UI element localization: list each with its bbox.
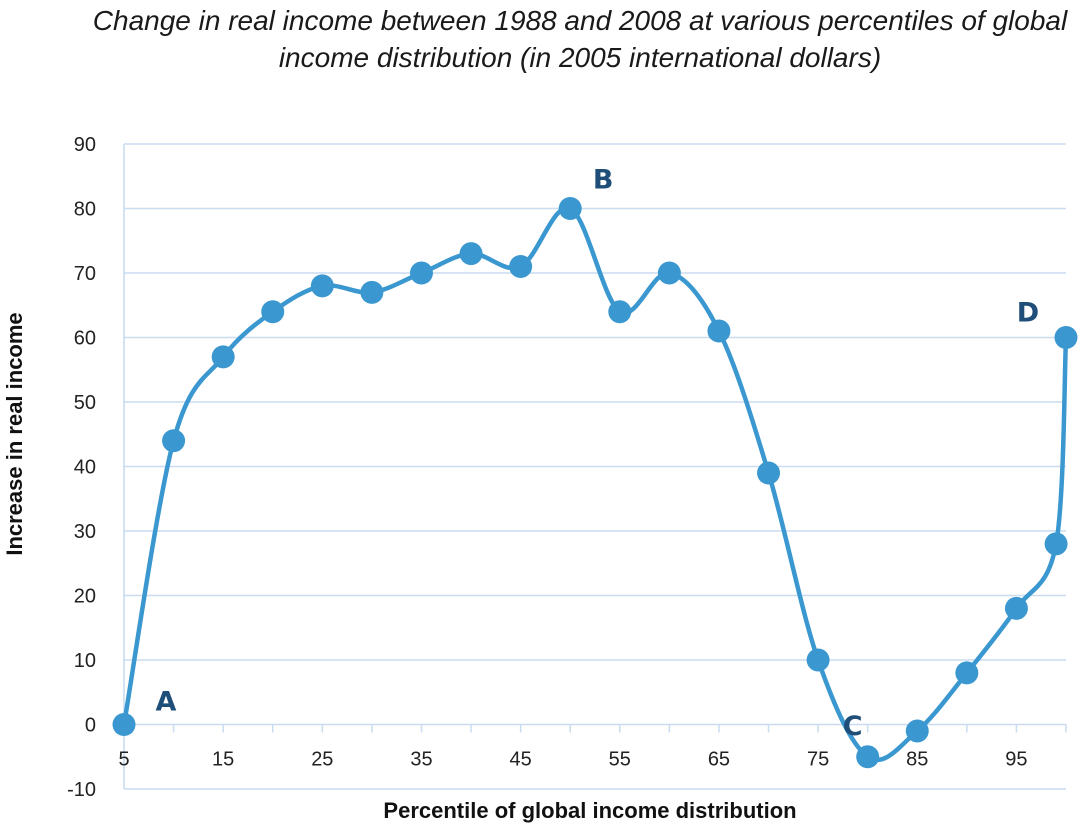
data-point [509, 255, 533, 279]
data-markers [112, 197, 1078, 769]
data-point [558, 197, 582, 220]
data-point [459, 242, 483, 266]
y-tick-label: 90 [74, 134, 96, 156]
x-tick-label: 15 [212, 749, 234, 771]
data-point [905, 719, 929, 743]
x-tick-labels: 5 15 25 35 45 55 65 75 85 95 [118, 749, 1027, 771]
data-point [955, 661, 979, 685]
annotation-c: C [843, 711, 863, 742]
y-tick-label: 60 [74, 328, 96, 350]
y-tick-label: 50 [74, 392, 96, 414]
series-line [121, 205, 1069, 763]
data-point [806, 648, 830, 672]
data-point [657, 261, 681, 285]
x-axis-title: Percentile of global income distribution [383, 798, 796, 823]
y-tick-label: 40 [74, 457, 96, 479]
x-tick-label: 65 [708, 749, 730, 771]
data-point [707, 319, 731, 343]
annotation-d: D [1017, 298, 1039, 329]
data-point [608, 300, 632, 324]
data-point [1054, 326, 1078, 349]
data-point [360, 280, 384, 304]
data-point [856, 745, 880, 769]
y-tick-labels: -10 0 10 20 30 40 50 60 70 80 90 [67, 134, 96, 801]
data-point [1044, 532, 1068, 556]
data-point [310, 274, 334, 298]
y-tick-label: -10 [67, 779, 96, 801]
data-point [211, 345, 235, 369]
data-point [409, 261, 433, 285]
y-tick-label: 0 [85, 715, 96, 737]
annotations: A B C D [156, 165, 1040, 742]
y-tick-label: 80 [74, 199, 96, 221]
data-point [112, 713, 136, 736]
y-tick-label: 20 [74, 586, 96, 608]
y-tick-label: 70 [74, 263, 96, 285]
data-point [261, 300, 285, 324]
data-point [1004, 596, 1028, 620]
x-tick-label: 95 [1005, 749, 1027, 771]
annotation-a: A [156, 687, 177, 718]
data-point [162, 429, 186, 453]
y-tick-label: 30 [74, 521, 96, 543]
x-tick-label: 45 [510, 749, 532, 771]
x-tick-label: 55 [609, 749, 631, 771]
chart-title: Change in real income between 1988 and 2… [92, 5, 1068, 73]
series-path [121, 205, 1069, 763]
x-tick-label: 5 [118, 749, 129, 771]
annotation-b: B [593, 165, 614, 196]
x-tick-label: 85 [906, 749, 928, 771]
x-tick-label: 75 [807, 749, 829, 771]
y-axis-title: Increase in real income [2, 312, 27, 555]
x-tick-label: 35 [410, 749, 432, 771]
grid-lines [124, 143, 1066, 790]
data-point [757, 461, 781, 485]
y-tick-label: 10 [74, 650, 96, 672]
x-tick-label: 25 [311, 749, 333, 771]
